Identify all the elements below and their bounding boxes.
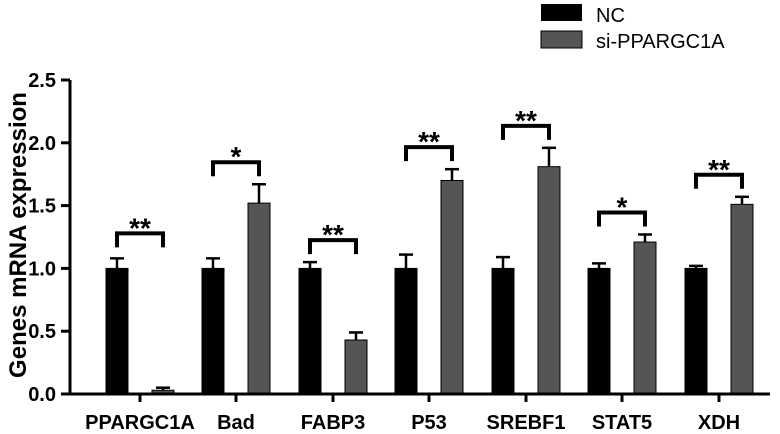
y-tick-label-4: 2.0 (28, 133, 56, 155)
sig-bracket-srebf1 (501, 123, 551, 140)
bar-nc-fabp3 (298, 267, 322, 395)
sig-label-p53: ** (418, 126, 440, 157)
x-label-ppargc1a: PPARGC1A (85, 412, 195, 434)
bar-nc-ppargc1a (105, 267, 129, 395)
x-label-stat5: STAT5 (592, 412, 652, 434)
bar-nc-p53 (394, 267, 418, 395)
sig-bracket-p53 (404, 145, 454, 162)
sig-label-fabp3: ** (322, 219, 344, 250)
x-label-bad: Bad (217, 412, 255, 434)
bar-si-xdh (730, 203, 754, 395)
sig-label-bad: * (231, 141, 242, 172)
legend-swatch-nc (541, 4, 582, 21)
y-tick-label-0: 0.0 (28, 384, 56, 406)
bar-nc-srebf1 (491, 267, 515, 395)
sig-bracket-xdh (694, 172, 744, 189)
legend-swatch-si-ppargc1a (540, 30, 583, 49)
sig-bracket-ppargc1a (115, 231, 165, 248)
bar-nc-xdh (684, 267, 708, 395)
x-axis-labels: PPARGC1A Bad FABP3 P53 SREBF1 STAT5 XDH (85, 412, 740, 434)
bar-nc-bad (201, 267, 225, 395)
bar-si-p53 (440, 179, 464, 395)
sig-label-ppargc1a: ** (129, 212, 151, 243)
x-label-p53: P53 (411, 412, 447, 434)
bar-si-stat5 (633, 241, 657, 395)
legend: NC si-PPARGC1A (540, 4, 725, 53)
y-tick-label-3: 1.5 (28, 196, 56, 218)
sig-bracket-bad (211, 160, 261, 177)
legend-label-si-ppargc1a: si-PPARGC1A (596, 31, 725, 53)
y-tick-label-2: 1.0 (28, 258, 56, 280)
x-label-xdh: XDH (698, 412, 740, 434)
bar-si-srebf1 (537, 166, 561, 395)
sig-label-srebf1: ** (515, 105, 537, 136)
y-tick-label-5: 2.5 (28, 70, 56, 92)
bar-si-fabp3 (344, 339, 368, 395)
sig-label-stat5: * (617, 191, 628, 222)
significance-brackets: ************ (115, 105, 744, 255)
bar-si-bad (247, 202, 271, 395)
y-axis-title: Genes mRNA expression (5, 92, 32, 378)
x-label-srebf1: SREBF1 (487, 412, 566, 434)
y-tick-label-1: 0.5 (28, 321, 56, 343)
legend-label-nc: NC (596, 5, 625, 27)
bar-nc-stat5 (587, 267, 611, 395)
sig-label-xdh: ** (708, 154, 730, 185)
axes (68, 80, 770, 402)
sig-bracket-fabp3 (308, 238, 358, 255)
bars (105, 146, 754, 395)
sig-bracket-stat5 (597, 210, 647, 227)
x-label-fabp3: FABP3 (301, 412, 365, 434)
y-axis-ticks: 0.0 0.5 1.0 1.5 2.0 2.5 (28, 70, 70, 406)
